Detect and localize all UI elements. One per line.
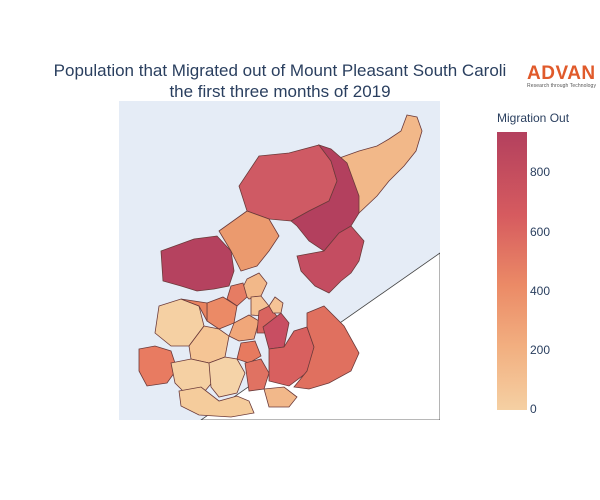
map-title-line-2: the first three months of 2019 <box>169 82 391 101</box>
region-south-centre-5[interactable] <box>262 312 290 350</box>
region-east-mid[interactable] <box>296 225 365 294</box>
logo-tagline: Research through Technology <box>527 83 597 89</box>
logo-wordmark: ADVAN <box>527 63 596 84</box>
colorbar-tick-400: 400 <box>530 284 551 298</box>
colorbar-title: Migration Out <box>497 111 570 125</box>
map-canvas[interactable] <box>119 101 441 421</box>
region-south-north-2[interactable] <box>226 282 248 307</box>
choropleth-map[interactable] <box>119 101 441 425</box>
region-south-south-1[interactable] <box>170 358 216 394</box>
region-south-coast-2[interactable] <box>178 386 255 418</box>
colorbar-tick-800: 800 <box>530 165 551 179</box>
colorbar-tick-600: 600 <box>530 225 551 239</box>
region-south-south-2[interactable] <box>208 356 246 398</box>
colorbar-tick-0: 0 <box>530 402 537 416</box>
region-south-coast[interactable] <box>263 386 298 408</box>
colorbar-gradient <box>497 132 527 410</box>
colorbar-tick-200: 200 <box>530 343 551 357</box>
region-north-west-large[interactable] <box>160 235 235 292</box>
region-mid-west[interactable] <box>218 210 280 272</box>
map-title-line-1: Population that Migrated out of Mount Pl… <box>53 61 507 80</box>
region-south-west-3[interactable] <box>180 298 208 322</box>
map-title: Population that Migrated out of Mount Pl… <box>0 60 560 102</box>
advan-logo: ADVAN Research through Technology <box>527 64 597 89</box>
region-south-east-large[interactable] <box>293 305 360 390</box>
region-south-far-west[interactable] <box>138 345 178 387</box>
region-south-south-3[interactable] <box>244 358 270 392</box>
region-south-centre-4[interactable] <box>236 340 262 364</box>
region-north-tall[interactable] <box>290 144 360 252</box>
region-south-small-1[interactable] <box>268 296 284 314</box>
